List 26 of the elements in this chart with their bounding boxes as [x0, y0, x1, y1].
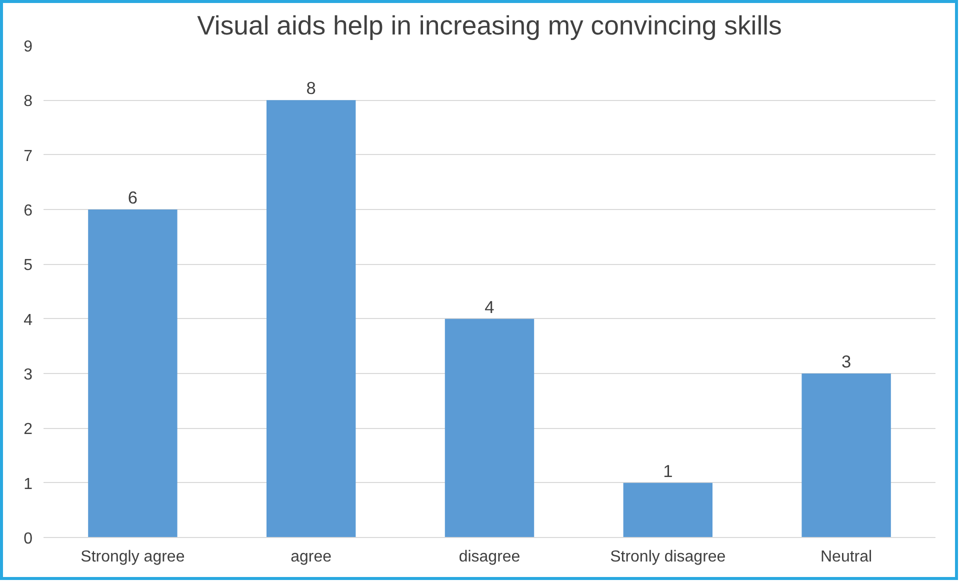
data-label: 4: [484, 296, 495, 317]
x-tick-label: Strongly agree: [80, 548, 185, 566]
y-tick-label: 2: [24, 421, 33, 438]
y-tick-label: 4: [24, 312, 33, 329]
bar: [266, 100, 356, 538]
bar: [623, 482, 712, 538]
y-tick-label: 8: [24, 93, 33, 110]
data-label: 8: [306, 78, 316, 98]
y-tick-label: 0: [24, 530, 33, 548]
y-tick-label: 9: [24, 38, 33, 56]
data-label: 6: [128, 188, 138, 208]
y-tick-label: 5: [24, 257, 33, 274]
bar: [88, 210, 178, 538]
y-tick-label: 3: [24, 366, 33, 384]
x-tick-label: Stronly disagree: [610, 548, 726, 566]
data-label: 3: [841, 352, 852, 372]
y-tick-label: 6: [24, 202, 33, 220]
bar: [802, 374, 891, 538]
x-tick-label: Neutral: [820, 548, 872, 566]
x-tick-label: agree: [290, 548, 332, 566]
bar: [444, 318, 534, 538]
chart-title: Visual aids help in increasing my convincing skills: [197, 10, 782, 40]
x-tick-label: disagree: [458, 548, 520, 566]
y-tick-label: 1: [24, 476, 33, 493]
y-tick-label: 7: [24, 148, 33, 165]
data-label: 1: [663, 460, 673, 481]
